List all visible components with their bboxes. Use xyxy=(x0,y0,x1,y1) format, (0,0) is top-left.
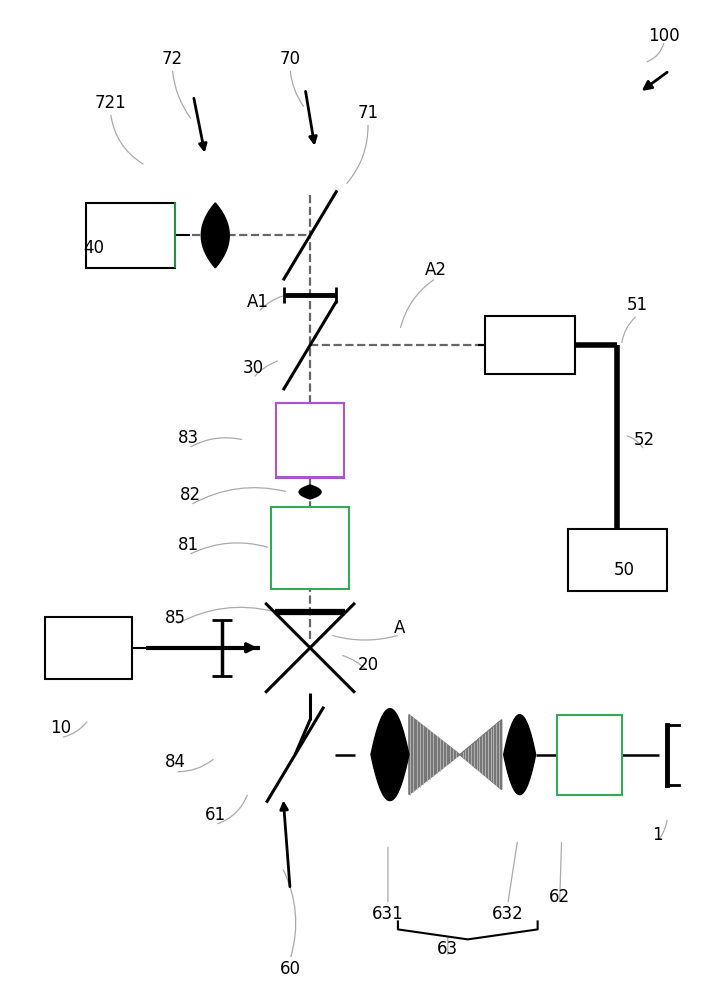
Text: 63: 63 xyxy=(438,940,458,958)
FancyBboxPatch shape xyxy=(45,617,132,679)
Text: 72: 72 xyxy=(162,50,183,68)
Text: A1: A1 xyxy=(247,293,269,311)
Text: 632: 632 xyxy=(492,905,524,923)
Text: A2: A2 xyxy=(425,261,447,279)
Text: 62: 62 xyxy=(549,888,570,906)
Text: 83: 83 xyxy=(178,429,199,447)
FancyBboxPatch shape xyxy=(86,203,176,268)
Text: 100: 100 xyxy=(649,27,680,45)
Text: 10: 10 xyxy=(50,719,71,737)
Text: 631: 631 xyxy=(372,905,404,923)
Polygon shape xyxy=(409,715,459,795)
Polygon shape xyxy=(459,720,502,790)
Text: 61: 61 xyxy=(205,806,226,824)
Text: 40: 40 xyxy=(83,239,104,257)
Polygon shape xyxy=(503,715,536,795)
FancyBboxPatch shape xyxy=(568,529,668,591)
Text: 20: 20 xyxy=(358,656,379,674)
Text: 52: 52 xyxy=(634,431,655,449)
Text: 60: 60 xyxy=(280,960,301,978)
Text: 71: 71 xyxy=(358,104,379,122)
Polygon shape xyxy=(371,709,409,801)
Text: 82: 82 xyxy=(180,486,201,504)
Polygon shape xyxy=(299,485,321,499)
FancyBboxPatch shape xyxy=(485,316,575,374)
Text: 85: 85 xyxy=(165,609,186,627)
FancyBboxPatch shape xyxy=(557,715,622,795)
FancyBboxPatch shape xyxy=(276,403,344,478)
Text: 51: 51 xyxy=(627,296,648,314)
FancyBboxPatch shape xyxy=(271,507,349,589)
Polygon shape xyxy=(201,203,229,268)
Text: 721: 721 xyxy=(95,94,126,112)
Text: 70: 70 xyxy=(280,50,301,68)
Text: 81: 81 xyxy=(178,536,199,554)
Text: 84: 84 xyxy=(165,753,186,771)
Text: 50: 50 xyxy=(614,561,635,579)
Text: A: A xyxy=(394,619,406,637)
Text: 30: 30 xyxy=(243,359,264,377)
Text: 1: 1 xyxy=(652,826,663,844)
